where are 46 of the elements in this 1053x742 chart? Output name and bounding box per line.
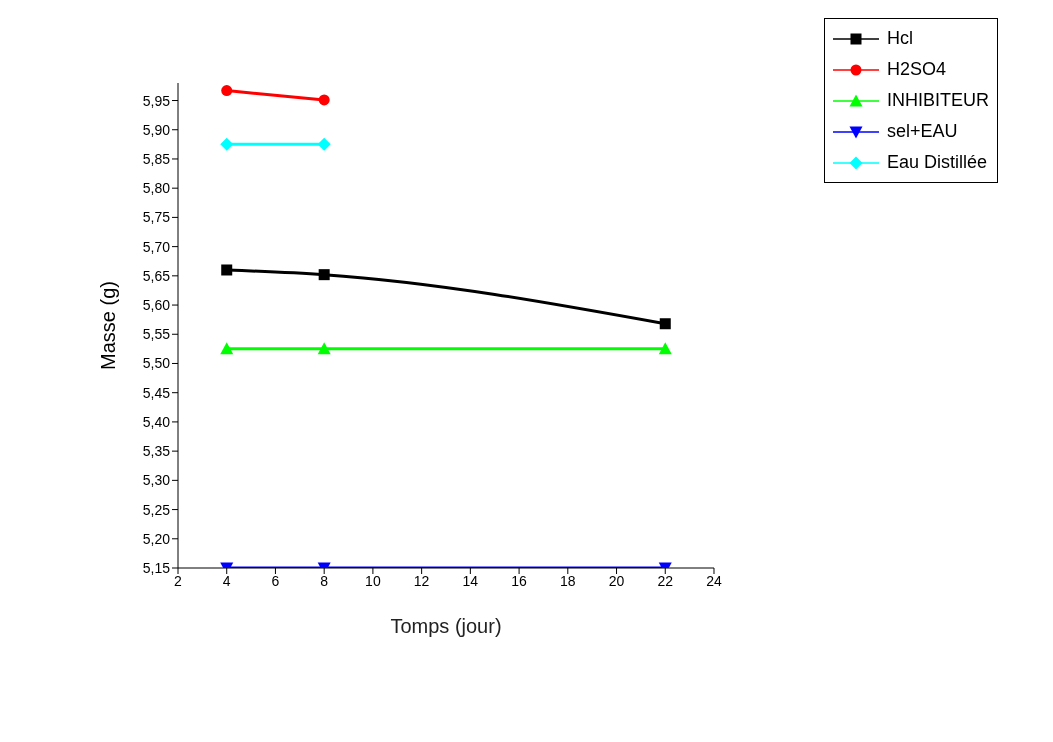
y-tick-label: 5,65 bbox=[142, 267, 171, 284]
legend-label: sel+EAU bbox=[886, 121, 958, 142]
y-tick-label: 5,95 bbox=[142, 92, 171, 109]
y-tick-label: 5,25 bbox=[142, 501, 171, 518]
y-tick-label: 5,40 bbox=[142, 413, 171, 430]
point bbox=[220, 342, 234, 355]
point bbox=[317, 137, 331, 151]
y-tick-label: 5,30 bbox=[142, 472, 171, 489]
point bbox=[317, 342, 331, 355]
legend-label: Hcl bbox=[886, 28, 913, 49]
point bbox=[318, 269, 330, 281]
y-tick-label: 5,70 bbox=[142, 238, 171, 255]
x-tick-label: 16 bbox=[511, 572, 528, 589]
y-tick-label: 5,80 bbox=[142, 180, 171, 197]
y-tick-label: 5,60 bbox=[142, 297, 171, 314]
x-tick-label: 22 bbox=[657, 572, 674, 589]
y-tick-label: 5,75 bbox=[142, 209, 171, 226]
point bbox=[659, 318, 671, 330]
point bbox=[220, 137, 234, 151]
x-tick-label: 6 bbox=[271, 572, 280, 589]
y-tick-label: 5,90 bbox=[142, 121, 171, 138]
x-tick-label: 2 bbox=[174, 572, 183, 589]
y-tick-label: 5,20 bbox=[142, 530, 171, 547]
legend-label: H2SO4 bbox=[886, 59, 947, 80]
x-axis-title: Tomps (jour) bbox=[390, 615, 502, 637]
y-tick-label: 5,55 bbox=[142, 326, 171, 343]
point bbox=[221, 264, 233, 276]
x-tick-label: 12 bbox=[413, 572, 430, 589]
x-tick-label: 18 bbox=[560, 572, 576, 589]
y-tick-label: 5,15 bbox=[142, 559, 171, 576]
y-tick-label: 5,50 bbox=[142, 355, 171, 372]
x-tick-label: 20 bbox=[608, 572, 625, 589]
legend-label: Eau Distillée bbox=[886, 152, 988, 173]
x-tick-label: 24 bbox=[706, 572, 722, 589]
y-tick-label: 5,85 bbox=[142, 150, 171, 167]
x-tick-label: 4 bbox=[222, 572, 231, 589]
x-tick-label: 8 bbox=[320, 572, 329, 589]
point bbox=[658, 342, 672, 355]
x-tick-label: 14 bbox=[462, 572, 479, 589]
legend-label: INHIBITEUR bbox=[886, 90, 989, 111]
point bbox=[318, 94, 330, 106]
y-tick-label: 5,35 bbox=[142, 443, 171, 460]
y-tick-label: 5,45 bbox=[142, 384, 171, 401]
point bbox=[221, 85, 233, 97]
x-tick-label: 10 bbox=[365, 572, 381, 589]
y-axis-title: Masse (g) bbox=[97, 281, 120, 370]
